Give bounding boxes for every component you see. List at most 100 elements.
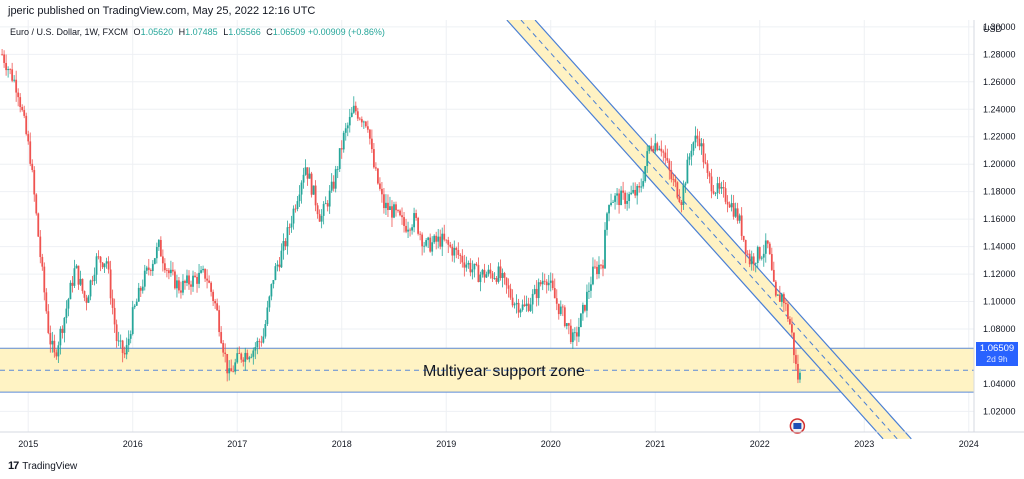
price-tick-label: 1.04000 bbox=[983, 379, 1016, 389]
candle-body bbox=[192, 275, 194, 287]
candle-body bbox=[55, 352, 58, 357]
candle-body bbox=[628, 194, 631, 202]
candle-body bbox=[101, 262, 104, 268]
candle-body bbox=[614, 195, 616, 202]
candle-body bbox=[421, 234, 424, 247]
candle-body bbox=[752, 256, 755, 264]
candle-body bbox=[660, 148, 663, 152]
candle-body bbox=[722, 187, 725, 189]
price-tick-label: 1.24000 bbox=[983, 104, 1016, 114]
candle-body bbox=[764, 240, 767, 254]
candle-body bbox=[415, 213, 417, 218]
time-tick-label: 2019 bbox=[436, 439, 456, 449]
candle-body bbox=[61, 328, 64, 333]
candle-body bbox=[401, 215, 403, 218]
candle-body bbox=[762, 253, 765, 258]
candle-body bbox=[730, 203, 733, 208]
candle-body bbox=[467, 262, 470, 265]
candle-body bbox=[405, 225, 407, 232]
candle-body bbox=[387, 202, 389, 211]
candle-body bbox=[559, 306, 562, 315]
candle-body bbox=[178, 280, 180, 291]
candle-body bbox=[224, 352, 227, 355]
candle-body bbox=[119, 340, 122, 342]
candle-body bbox=[457, 249, 460, 255]
chart-frame[interactable]: Multiyear support zone USD 1.30000 1.28000 1… bbox=[0, 20, 1024, 460]
candle-body bbox=[640, 186, 643, 188]
candle-body bbox=[314, 185, 317, 206]
candle-body bbox=[362, 121, 365, 123]
candle-body bbox=[282, 241, 285, 251]
candle-body bbox=[77, 265, 80, 285]
publisher-line: jperic published on TradingView.com, May… bbox=[8, 5, 316, 17]
candle-body bbox=[81, 278, 84, 292]
candle-body bbox=[537, 282, 540, 299]
candle-body bbox=[702, 143, 705, 163]
candle-body bbox=[577, 327, 580, 337]
candle-body bbox=[33, 170, 36, 195]
candle-body bbox=[352, 105, 355, 113]
candle-body bbox=[650, 145, 653, 149]
candle-body bbox=[507, 285, 510, 289]
tradingview-brand-label: TradingView bbox=[22, 460, 78, 472]
candle-body bbox=[91, 280, 94, 282]
candle-body bbox=[41, 257, 44, 267]
candle-body bbox=[618, 193, 620, 206]
candle-body bbox=[222, 342, 225, 353]
candle-body bbox=[586, 291, 588, 311]
event-flag-icon-inner bbox=[793, 423, 802, 429]
candle-body bbox=[756, 247, 759, 263]
candle-body bbox=[439, 236, 442, 247]
candle-body bbox=[5, 62, 8, 71]
candle-body bbox=[600, 264, 602, 266]
price-tick-label: 1.30000 bbox=[983, 22, 1016, 32]
candle-body bbox=[69, 282, 72, 300]
candle-body bbox=[89, 280, 92, 297]
candle-body bbox=[117, 340, 120, 342]
candle-body bbox=[674, 179, 677, 183]
candle-body bbox=[226, 354, 229, 374]
candle-body bbox=[190, 284, 192, 287]
candle-body bbox=[680, 201, 683, 205]
candle-body bbox=[366, 126, 369, 130]
candle-body bbox=[53, 340, 56, 353]
candle-body bbox=[523, 304, 526, 307]
candle-body bbox=[85, 297, 88, 303]
candle-body bbox=[616, 193, 618, 196]
candle-body bbox=[447, 240, 450, 245]
candle-body bbox=[672, 179, 675, 181]
candle-body bbox=[105, 261, 108, 264]
candle-body bbox=[133, 305, 136, 308]
candle-body bbox=[338, 148, 341, 169]
candle-body bbox=[121, 340, 124, 353]
candle-body bbox=[704, 162, 707, 164]
candle-body bbox=[620, 190, 622, 206]
candle-body bbox=[760, 257, 763, 259]
footer-brand[interactable]: 17 TradingView bbox=[8, 460, 77, 472]
candle-body bbox=[364, 121, 367, 127]
candle-body bbox=[513, 304, 516, 306]
candle-body bbox=[795, 355, 797, 364]
candle-body bbox=[228, 368, 231, 374]
candle-body bbox=[638, 186, 641, 188]
candle-body bbox=[370, 138, 373, 150]
candle-body bbox=[35, 194, 38, 214]
candle-body bbox=[278, 264, 281, 268]
candle-body bbox=[375, 167, 377, 169]
candle-body bbox=[503, 273, 506, 278]
price-tick-label: 1.22000 bbox=[983, 132, 1016, 142]
candle-body bbox=[188, 275, 190, 285]
candle-body bbox=[549, 280, 552, 283]
candle-body bbox=[336, 168, 339, 170]
candle-body bbox=[45, 292, 48, 312]
candle-body bbox=[172, 269, 174, 272]
candle-body bbox=[644, 166, 647, 182]
candle-body bbox=[592, 266, 594, 285]
candle-body bbox=[455, 247, 458, 250]
candle-body bbox=[782, 294, 785, 304]
candle-body bbox=[316, 205, 319, 215]
channel-mid-line bbox=[520, 20, 898, 440]
candle-body bbox=[624, 192, 627, 204]
candle-body bbox=[407, 229, 409, 232]
